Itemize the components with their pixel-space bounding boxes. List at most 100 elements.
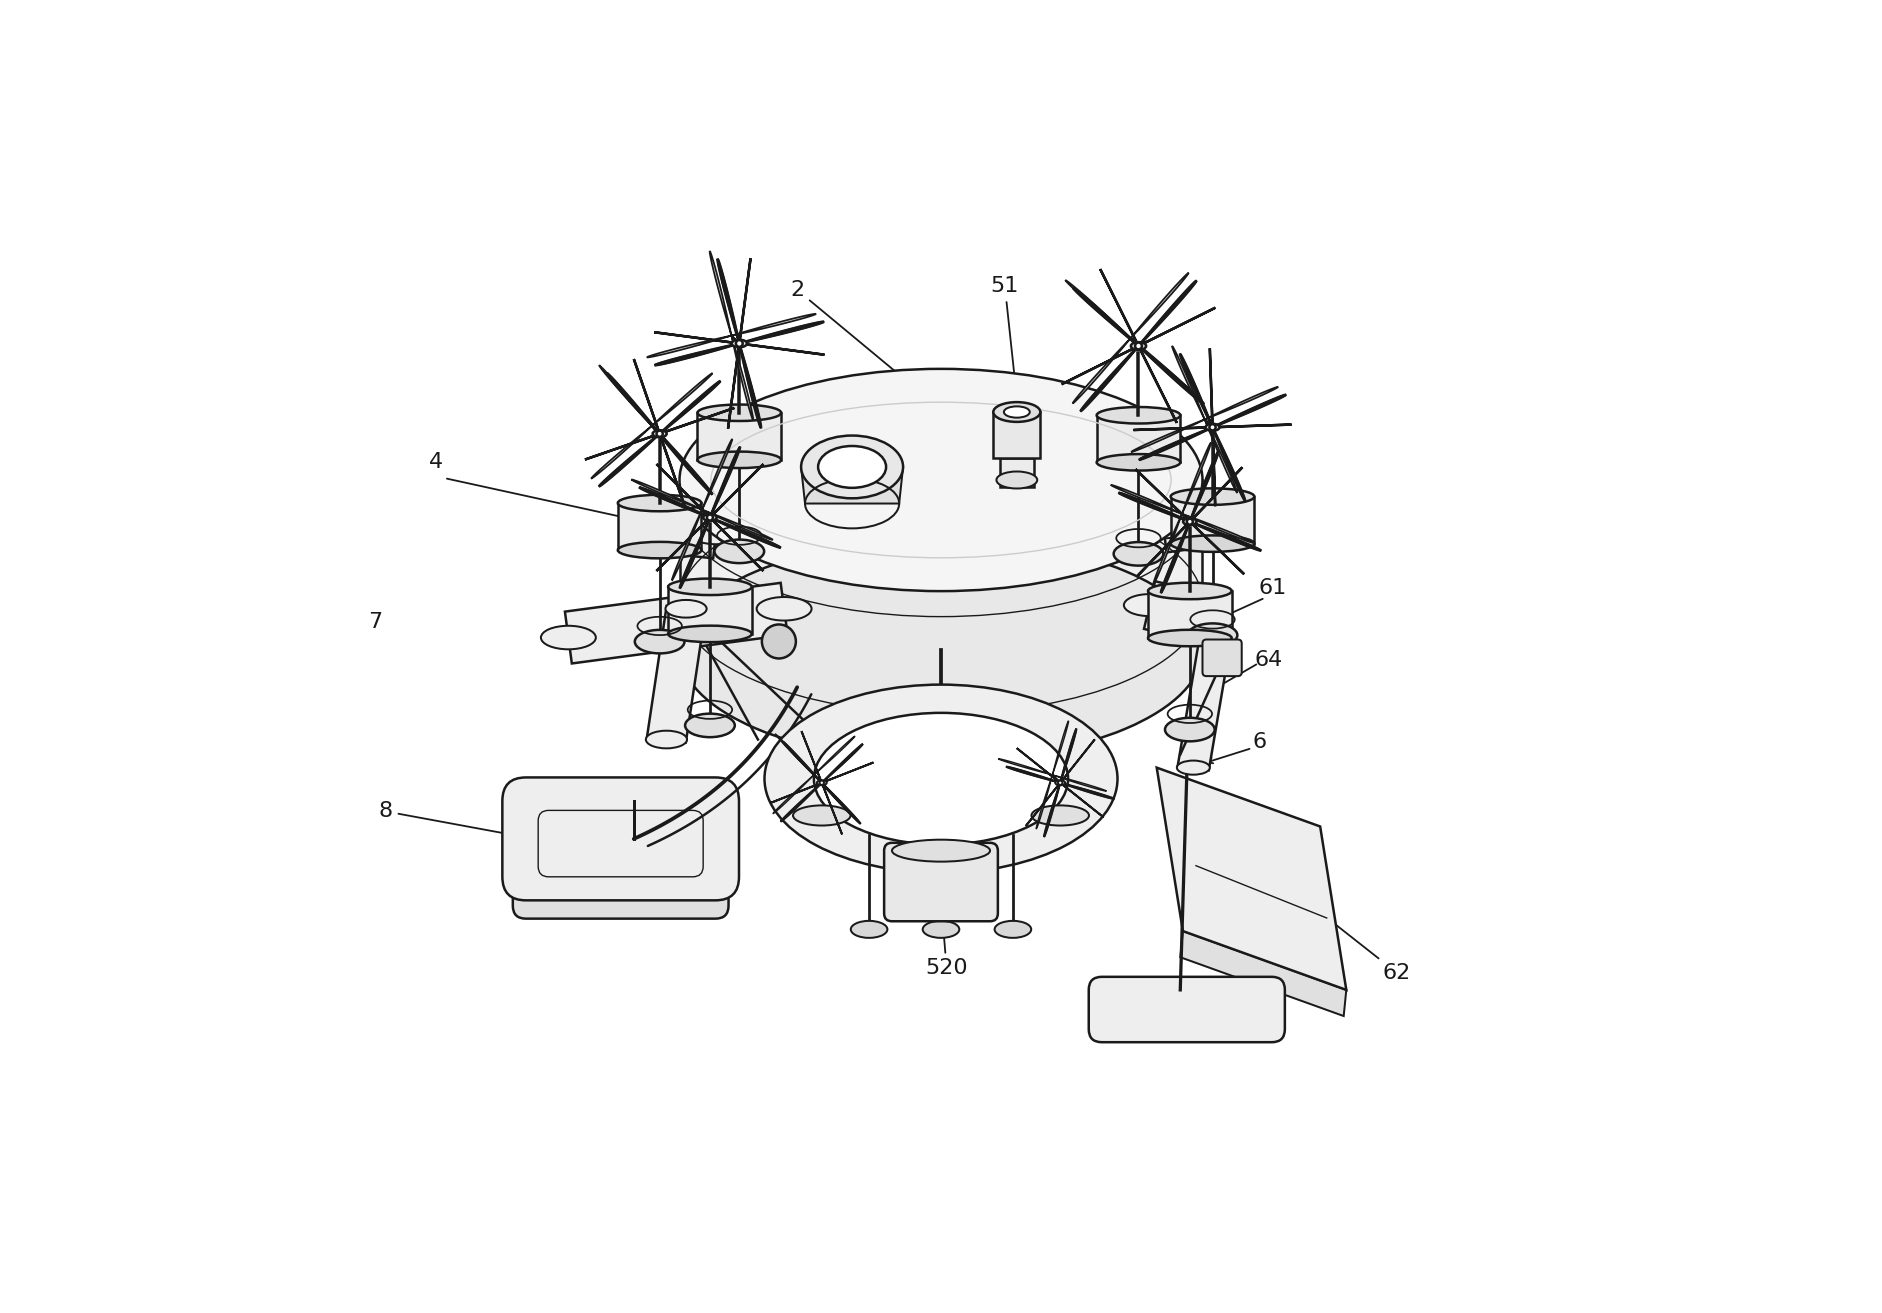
- Ellipse shape: [996, 471, 1037, 488]
- Polygon shape: [813, 775, 860, 823]
- Polygon shape: [1172, 345, 1212, 427]
- Polygon shape: [1139, 281, 1216, 345]
- Polygon shape: [732, 314, 824, 344]
- Ellipse shape: [1097, 454, 1180, 470]
- Polygon shape: [783, 731, 822, 783]
- Polygon shape: [1182, 513, 1261, 550]
- Circle shape: [819, 780, 824, 785]
- Polygon shape: [1144, 582, 1195, 638]
- Ellipse shape: [632, 515, 687, 538]
- Polygon shape: [710, 517, 781, 571]
- Polygon shape: [1052, 721, 1077, 783]
- Ellipse shape: [1184, 519, 1197, 525]
- Ellipse shape: [617, 542, 702, 558]
- Ellipse shape: [1186, 508, 1240, 532]
- Ellipse shape: [1171, 536, 1255, 551]
- Ellipse shape: [1003, 406, 1029, 418]
- Polygon shape: [1189, 450, 1242, 521]
- Polygon shape: [1131, 419, 1212, 460]
- Polygon shape: [775, 734, 822, 783]
- Ellipse shape: [698, 404, 781, 421]
- Ellipse shape: [634, 630, 685, 654]
- Polygon shape: [1026, 783, 1060, 836]
- Polygon shape: [679, 481, 1203, 650]
- Text: 1: 1: [661, 645, 766, 681]
- Ellipse shape: [646, 731, 687, 748]
- Polygon shape: [728, 344, 760, 428]
- Polygon shape: [1007, 748, 1060, 783]
- Polygon shape: [651, 425, 713, 495]
- Polygon shape: [1212, 427, 1246, 507]
- Polygon shape: [1060, 729, 1095, 783]
- Ellipse shape: [1206, 424, 1220, 431]
- Ellipse shape: [1124, 593, 1174, 616]
- Polygon shape: [630, 479, 710, 517]
- Ellipse shape: [994, 920, 1031, 937]
- Ellipse shape: [668, 626, 751, 642]
- Ellipse shape: [1137, 515, 1191, 538]
- Polygon shape: [1065, 280, 1139, 345]
- Text: 7: 7: [369, 612, 382, 633]
- Ellipse shape: [802, 436, 903, 499]
- Polygon shape: [822, 783, 860, 835]
- Polygon shape: [647, 605, 706, 742]
- Polygon shape: [1148, 591, 1231, 638]
- Ellipse shape: [617, 495, 702, 511]
- Ellipse shape: [817, 780, 826, 785]
- Ellipse shape: [1131, 343, 1146, 349]
- Polygon shape: [661, 381, 734, 433]
- FancyBboxPatch shape: [885, 843, 997, 922]
- Circle shape: [1188, 519, 1193, 525]
- Ellipse shape: [732, 340, 747, 348]
- Polygon shape: [1157, 768, 1346, 990]
- Polygon shape: [994, 412, 1041, 458]
- Polygon shape: [702, 509, 781, 548]
- Ellipse shape: [1165, 604, 1216, 625]
- Polygon shape: [1154, 513, 1189, 593]
- Text: 62: 62: [1299, 894, 1412, 983]
- Ellipse shape: [1165, 718, 1214, 742]
- Ellipse shape: [1148, 630, 1231, 646]
- Polygon shape: [672, 509, 710, 588]
- Ellipse shape: [851, 920, 888, 937]
- Polygon shape: [1073, 269, 1139, 345]
- Polygon shape: [1171, 496, 1255, 544]
- Polygon shape: [1139, 345, 1204, 423]
- Polygon shape: [1075, 414, 1154, 494]
- Ellipse shape: [666, 600, 706, 617]
- Text: 8: 8: [378, 801, 629, 859]
- Polygon shape: [657, 500, 719, 558]
- Ellipse shape: [689, 521, 743, 544]
- Polygon shape: [1131, 273, 1197, 345]
- Polygon shape: [1204, 387, 1285, 427]
- Ellipse shape: [685, 714, 734, 737]
- Polygon shape: [732, 336, 760, 428]
- Polygon shape: [1159, 495, 1216, 553]
- Polygon shape: [655, 332, 740, 365]
- Polygon shape: [679, 603, 1203, 650]
- Polygon shape: [640, 463, 710, 517]
- Ellipse shape: [685, 599, 736, 621]
- Polygon shape: [1060, 783, 1114, 818]
- FancyBboxPatch shape: [512, 864, 728, 919]
- Polygon shape: [1061, 345, 1139, 411]
- Ellipse shape: [892, 840, 990, 861]
- Polygon shape: [1180, 348, 1212, 427]
- Ellipse shape: [1188, 624, 1236, 647]
- Polygon shape: [598, 365, 661, 433]
- Ellipse shape: [762, 456, 822, 482]
- Polygon shape: [1204, 419, 1246, 500]
- Polygon shape: [1118, 469, 1189, 521]
- Polygon shape: [770, 783, 822, 822]
- Polygon shape: [591, 425, 661, 486]
- Text: 64: 64: [1255, 650, 1284, 670]
- Text: 520: 520: [926, 905, 967, 978]
- Polygon shape: [997, 759, 1060, 783]
- Polygon shape: [606, 358, 661, 433]
- Ellipse shape: [1108, 425, 1169, 452]
- FancyBboxPatch shape: [1090, 977, 1285, 1043]
- Circle shape: [1135, 343, 1142, 349]
- Circle shape: [1058, 780, 1063, 785]
- Ellipse shape: [708, 593, 758, 616]
- Polygon shape: [1180, 931, 1346, 1016]
